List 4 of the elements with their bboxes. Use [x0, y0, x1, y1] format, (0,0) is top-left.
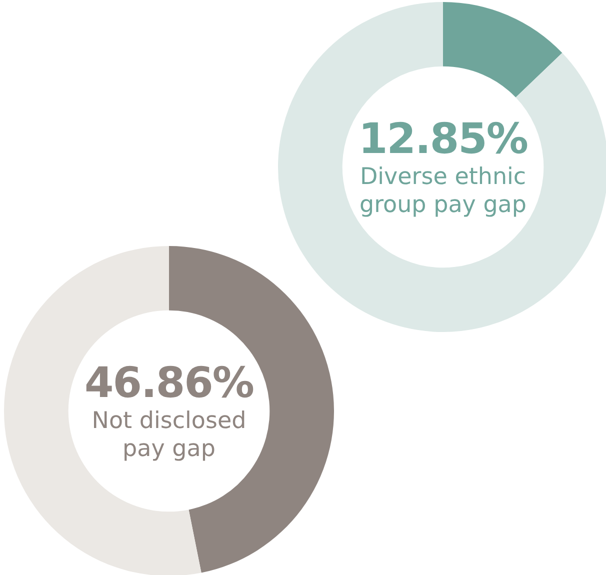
data-label: 46.86% [84, 358, 254, 407]
slice-label: Not disclosed pay gap [90, 407, 248, 463]
slice-label: Diverse ethnic group pay gap [358, 163, 528, 219]
data-label: 12.85% [358, 114, 528, 163]
